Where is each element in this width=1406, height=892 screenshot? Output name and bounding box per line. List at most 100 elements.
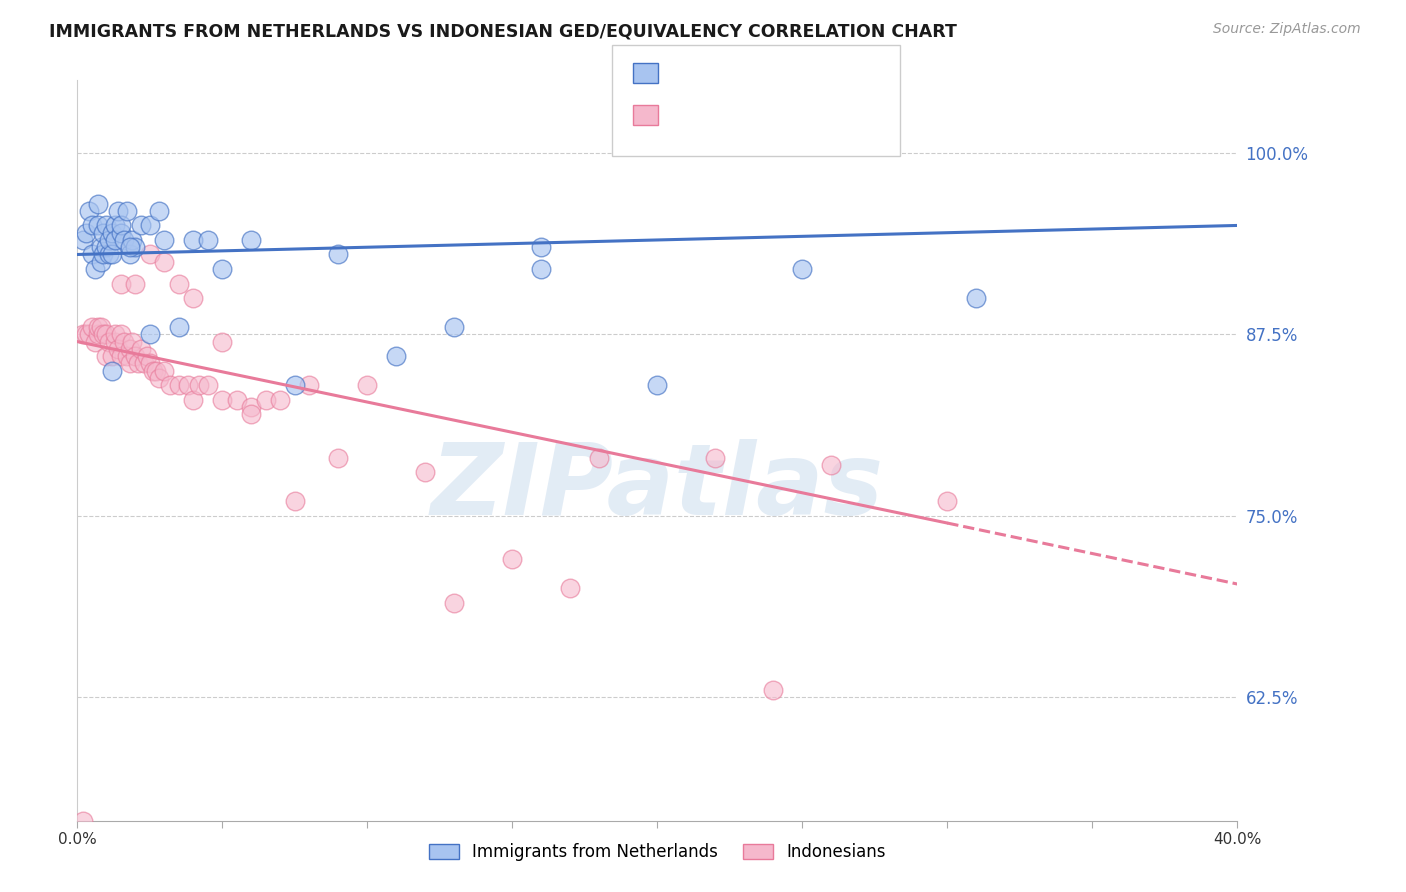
- Point: [183, 291, 205, 305]
- Point: [80, 219, 103, 233]
- Point: [98, 233, 121, 247]
- Point: [284, 494, 307, 508]
- Point: [96, 240, 118, 254]
- Point: [72, 814, 94, 828]
- Point: [560, 582, 582, 596]
- Point: [93, 226, 115, 240]
- Point: [148, 371, 170, 385]
- Point: [83, 334, 105, 349]
- Point: [356, 378, 378, 392]
- Point: [107, 203, 129, 218]
- Point: [90, 254, 111, 268]
- Point: [121, 334, 143, 349]
- Point: [129, 219, 152, 233]
- Point: [96, 349, 118, 363]
- Point: [75, 226, 97, 240]
- Point: [86, 327, 108, 342]
- Point: [145, 363, 167, 377]
- Point: [385, 349, 408, 363]
- Point: [153, 233, 176, 247]
- Point: [762, 683, 785, 698]
- Point: [96, 219, 118, 233]
- Point: [110, 219, 132, 233]
- Point: [792, 262, 814, 277]
- Point: [188, 378, 211, 392]
- Point: [167, 378, 190, 392]
- Point: [110, 349, 132, 363]
- Point: [132, 356, 155, 370]
- Point: [183, 392, 205, 407]
- Point: [98, 334, 121, 349]
- Point: [443, 320, 465, 334]
- Point: [77, 203, 100, 218]
- Point: [139, 356, 162, 370]
- Point: [647, 378, 669, 392]
- Point: [127, 356, 149, 370]
- Point: [176, 378, 198, 392]
- Point: [142, 363, 165, 377]
- Point: [90, 320, 111, 334]
- Point: [139, 247, 162, 261]
- Point: [148, 203, 170, 218]
- Point: [112, 334, 135, 349]
- Point: [124, 349, 146, 363]
- Point: [110, 226, 132, 240]
- Point: [96, 327, 118, 342]
- Point: [101, 349, 124, 363]
- Point: [240, 233, 263, 247]
- Point: [704, 450, 727, 465]
- Point: [118, 240, 141, 254]
- Point: [197, 233, 219, 247]
- Point: [153, 254, 176, 268]
- Text: R =  0.094   N = 49: R = 0.094 N = 49: [666, 67, 837, 85]
- Point: [530, 240, 553, 254]
- Point: [269, 392, 291, 407]
- Point: [83, 262, 105, 277]
- Point: [75, 327, 97, 342]
- Point: [86, 320, 108, 334]
- Point: [118, 342, 141, 356]
- Point: [328, 247, 350, 261]
- Point: [115, 203, 138, 218]
- Point: [139, 327, 162, 342]
- Point: [80, 320, 103, 334]
- Point: [820, 458, 842, 472]
- Point: [211, 392, 233, 407]
- Point: [211, 262, 233, 277]
- Point: [121, 233, 143, 247]
- Legend: Immigrants from Netherlands, Indonesians: Immigrants from Netherlands, Indonesians: [422, 837, 893, 868]
- Point: [104, 327, 127, 342]
- Point: [240, 407, 263, 421]
- Point: [153, 363, 176, 377]
- Point: [965, 291, 987, 305]
- Point: [77, 327, 100, 342]
- Point: [80, 247, 103, 261]
- Point: [98, 247, 121, 261]
- Point: [225, 392, 247, 407]
- Point: [115, 349, 138, 363]
- Point: [104, 219, 127, 233]
- Point: [298, 378, 321, 392]
- Point: [129, 342, 152, 356]
- Point: [104, 233, 127, 247]
- Point: [110, 277, 132, 291]
- Point: [101, 226, 124, 240]
- Text: ZIPatlas: ZIPatlas: [430, 439, 884, 536]
- Point: [72, 327, 94, 342]
- Text: R = -0.232   N = 66: R = -0.232 N = 66: [666, 107, 838, 125]
- Point: [328, 450, 350, 465]
- Point: [124, 240, 146, 254]
- Point: [136, 349, 159, 363]
- Point: [93, 327, 115, 342]
- Point: [167, 320, 190, 334]
- Point: [93, 247, 115, 261]
- Point: [183, 233, 205, 247]
- Point: [159, 378, 181, 392]
- Point: [240, 400, 263, 414]
- Point: [118, 356, 141, 370]
- Point: [211, 334, 233, 349]
- Point: [501, 552, 523, 566]
- Point: [936, 494, 959, 508]
- Point: [284, 378, 307, 392]
- Point: [86, 219, 108, 233]
